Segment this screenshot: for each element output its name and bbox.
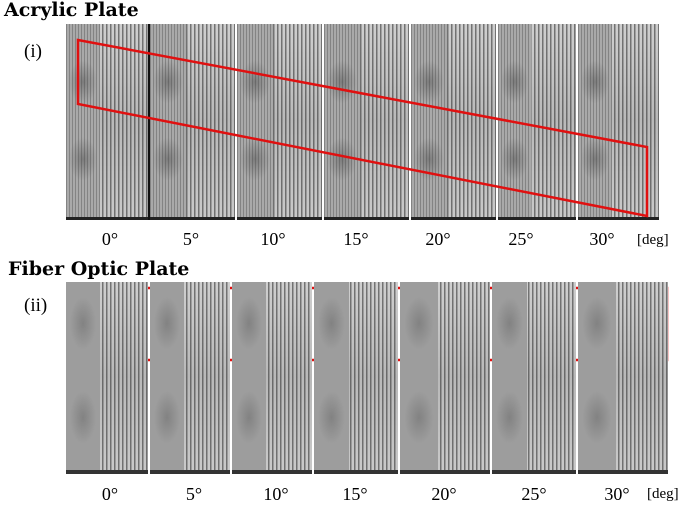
- fiber-frame: [314, 282, 398, 474]
- acrylic-frame: [66, 24, 148, 220]
- acrylic-frame: [411, 24, 496, 220]
- angle-label: 25°: [521, 484, 547, 504]
- angle-label: 15°: [342, 484, 368, 504]
- acrylic-highlight-box: [76, 38, 649, 218]
- angle-label: 15°: [343, 229, 369, 249]
- panel-title-fiber-optic: Fiber Optic Plate: [8, 258, 190, 280]
- unit-label: [deg]: [637, 232, 669, 248]
- acrylic-frame: [237, 24, 322, 220]
- fiber-image-strip: [66, 282, 668, 474]
- fiber-frame: [66, 282, 148, 474]
- angle-label: 25°: [508, 229, 534, 249]
- acrylic-image-strip: [66, 24, 659, 220]
- angle-label: 20°: [431, 484, 457, 504]
- fiber-frame: [400, 282, 490, 474]
- angle-label: 30°: [604, 484, 630, 504]
- angle-label: 10°: [263, 484, 289, 504]
- panel-tag-ii: (ii): [24, 295, 48, 316]
- angle-label: 20°: [425, 229, 451, 249]
- angle-label: 0°: [101, 229, 119, 249]
- angle-label: 5°: [182, 229, 200, 249]
- acrylic-frame: [324, 24, 409, 220]
- fiber-frame: [578, 282, 668, 474]
- panel-title-acrylic: Acrylic Plate: [4, 0, 139, 21]
- angle-label: 5°: [185, 484, 203, 504]
- fiber-frame: [150, 282, 230, 474]
- fiber-frame: [492, 282, 576, 474]
- fiber-frame: [232, 282, 312, 474]
- angle-label: 0°: [101, 484, 119, 504]
- angle-label: 30°: [589, 229, 615, 249]
- angle-label: 10°: [260, 229, 286, 249]
- unit-label: [deg]: [647, 486, 679, 502]
- acrylic-frame: [578, 24, 659, 220]
- frame-gap: [148, 24, 150, 220]
- acrylic-frame: [498, 24, 576, 220]
- panel-tag-i: (i): [24, 41, 42, 62]
